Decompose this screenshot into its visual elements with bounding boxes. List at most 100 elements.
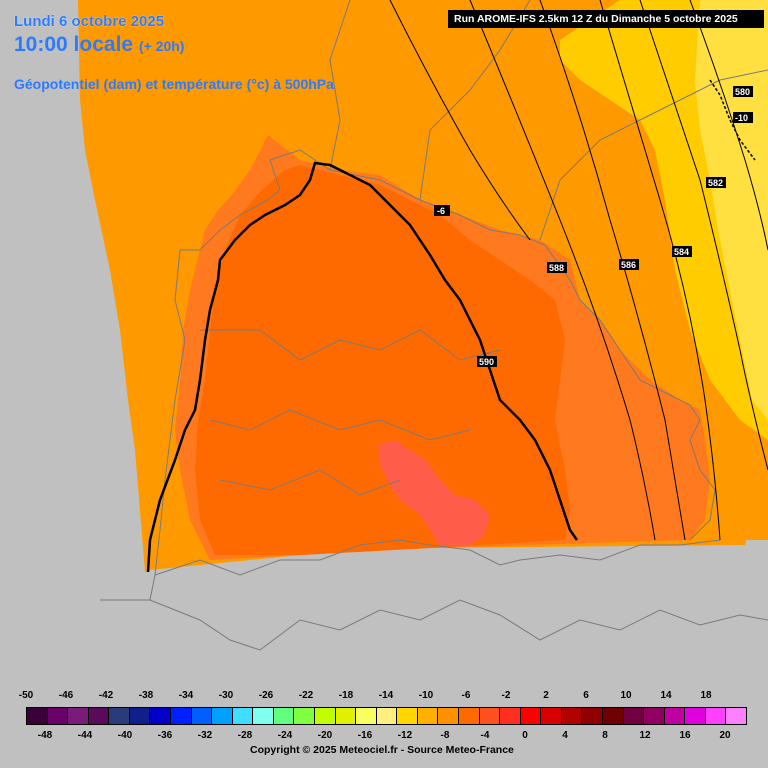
isotherm-label-minus6: -6 — [437, 206, 445, 216]
legend-swatch — [108, 707, 130, 725]
geopotential-590-contour — [146, 161, 579, 573]
legend-swatch — [355, 707, 377, 725]
legend-swatch — [252, 707, 274, 725]
legend-swatch — [293, 707, 315, 725]
legend-swatch — [622, 707, 645, 725]
isotherm-minus6-line — [709, 79, 756, 161]
legend-top-label: -18 — [338, 690, 354, 701]
legend-bottom-label: -48 — [37, 730, 53, 741]
legend-bottom-label: -20 — [317, 730, 333, 741]
legend-bottom-label: 8 — [602, 730, 608, 741]
legend-swatch — [67, 707, 89, 725]
legend-bottom-label: -24 — [277, 730, 293, 741]
legend-bottom-label: 0 — [522, 730, 528, 741]
legend-bottom-label: -16 — [357, 730, 373, 741]
legend-top-label: 18 — [700, 690, 712, 701]
forecast-time: 10:00 locale (+ 20h) — [14, 33, 184, 57]
contour-label-590: 590 — [479, 357, 494, 367]
legend-top-label: -38 — [138, 690, 154, 701]
legend-swatch — [684, 707, 706, 725]
legend-top-label: -10 — [418, 690, 434, 701]
legend-top-label: -42 — [98, 690, 114, 701]
legend-swatch — [314, 707, 336, 725]
legend-swatch — [581, 707, 603, 725]
label-box-582 — [706, 177, 726, 188]
legend-bottom-label: 16 — [679, 730, 691, 741]
legend-top-label: -34 — [178, 690, 194, 701]
legend-swatch — [149, 707, 171, 725]
legend-top-label: 10 — [620, 690, 632, 701]
legend-swatch — [375, 707, 398, 725]
temperature-field-minus2 — [378, 440, 490, 546]
legend-bottom-label: -12 — [397, 730, 413, 741]
label-box-586 — [619, 259, 639, 270]
forecast-time-offset: (+ 20h) — [138, 38, 185, 54]
legend-swatch — [602, 707, 624, 725]
geopotential-contours — [389, 0, 768, 541]
legend-bottom-label: -28 — [237, 730, 253, 741]
legend-swatch — [643, 707, 665, 725]
forecast-date: Lundi 6 octobre 2025 — [14, 13, 165, 30]
legend-swatch — [334, 707, 357, 725]
legend-top-label: -14 — [378, 690, 394, 701]
legend-swatch — [437, 707, 459, 725]
legend-bottom-label: -32 — [197, 730, 213, 741]
copyright-text: Copyright © 2025 Meteociel.fr - Source M… — [250, 744, 514, 756]
legend-swatch — [663, 707, 686, 725]
forecast-time-local: 10:00 locale — [14, 33, 134, 56]
legend-swatch — [540, 707, 562, 725]
temperature-field-minus4 — [195, 165, 570, 555]
legend-top-label: 6 — [583, 690, 589, 701]
label-box-minus10 — [733, 112, 753, 123]
contour-label-582: 582 — [708, 178, 723, 188]
legend-top-label: -26 — [258, 690, 274, 701]
temperature-field-minus12 — [695, 0, 768, 420]
legend-swatch — [499, 707, 521, 725]
legend-swatch — [519, 707, 542, 725]
legend-top-label: 14 — [660, 690, 672, 701]
legend-swatch — [231, 707, 254, 725]
legend-bottom-label: -36 — [157, 730, 173, 741]
coastlines-borders — [100, 0, 768, 651]
isotherm-label-minus10: -10 — [735, 113, 748, 123]
legend-swatch — [725, 707, 747, 725]
legend-bottom-label: 20 — [719, 730, 731, 741]
legend-swatch — [416, 707, 439, 725]
contour-label-584: 584 — [674, 247, 689, 257]
legend-swatch — [190, 707, 213, 725]
label-box-minus6 — [434, 205, 450, 216]
label-box-588 — [547, 262, 567, 273]
legend-swatch — [128, 707, 151, 725]
legend-top-label: -22 — [298, 690, 314, 701]
contour-label-588: 588 — [549, 263, 564, 273]
legend-swatch — [704, 707, 727, 725]
legend-top-label: -2 — [501, 690, 511, 701]
legend-bottom-label: 4 — [562, 730, 568, 741]
legend-bottom-label: 12 — [639, 730, 651, 741]
legend-swatch — [396, 707, 418, 725]
legend-bottom-label: -40 — [117, 730, 133, 741]
legend-swatch — [26, 707, 48, 725]
legend-swatch — [87, 707, 110, 725]
legend-top-label: 2 — [543, 690, 549, 701]
legend-top-label: -30 — [218, 690, 234, 701]
contour-labels: 590 588 586 584 582 580 -6 -10 — [434, 86, 753, 367]
contour-label-580: 580 — [735, 87, 750, 97]
legend-bottom-label: -44 — [77, 730, 93, 741]
legend-top-label: -6 — [461, 690, 471, 701]
legend-swatch — [272, 707, 295, 725]
legend-swatch — [458, 707, 480, 725]
legend-swatch — [560, 707, 583, 725]
parameter-title: Géopotentiel (dam) et température (°c) à… — [14, 76, 334, 92]
label-box-580 — [733, 86, 753, 97]
legend-swatch — [211, 707, 233, 725]
legend-bottom-label: -4 — [480, 730, 490, 741]
legend-top-label: -46 — [58, 690, 74, 701]
legend-swatch — [46, 707, 69, 725]
label-box-584 — [672, 246, 692, 257]
label-box-590 — [477, 356, 497, 367]
contour-label-586: 586 — [621, 260, 636, 270]
color-scale-legend: -50 -46 -42 -38 -34 -30 -26 -22 -18 -14 -10 -6 -2 2 6 1… — [0, 688, 768, 768]
